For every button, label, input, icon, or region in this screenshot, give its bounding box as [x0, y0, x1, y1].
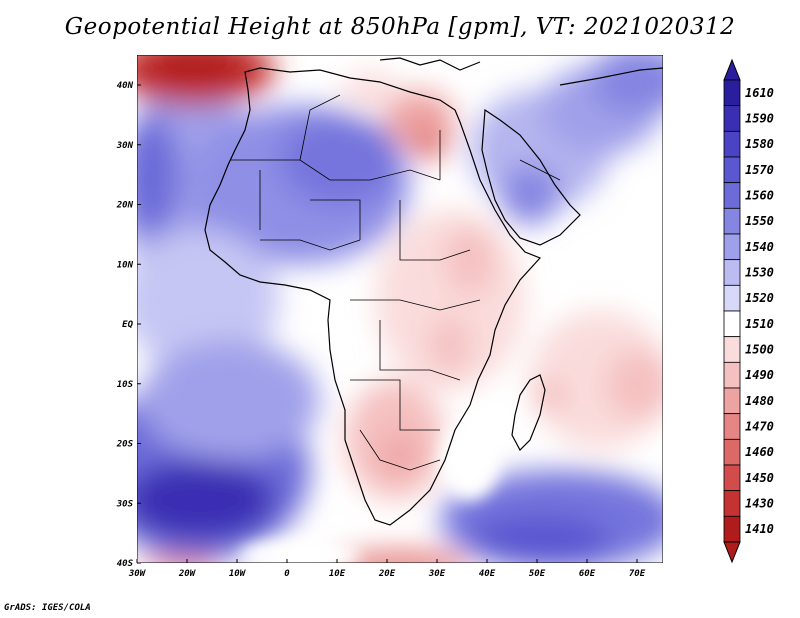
lon-label: 30W [128, 569, 147, 579]
lon-label: 40E [479, 569, 496, 579]
lon-label: 10E [329, 569, 346, 579]
colorbar-swatch [723, 310, 741, 338]
madagascar-coastline [511, 374, 546, 451]
lon-label: 70E [629, 569, 646, 579]
lat-label: 20S [116, 440, 134, 450]
colorbar-label: 1610 [745, 86, 774, 100]
colorbar-swatch [723, 387, 741, 415]
colorbar-top-arrow [723, 58, 741, 81]
colorbar-swatch [723, 515, 741, 543]
colorbar-label: 1510 [745, 317, 774, 331]
country-borders [230, 94, 561, 471]
lat-label: 10N [117, 260, 134, 270]
lon-label: 30E [428, 569, 446, 579]
lon-label: 20W [178, 569, 197, 579]
lat-label: 30N [116, 141, 134, 151]
colorbar-swatch [723, 464, 741, 492]
colorbar-swatch [723, 130, 741, 158]
latitude-labels: 40N 30N 20N 10N EQ 10S 20S 30S 40S [116, 81, 141, 569]
asia-coastline [559, 67, 663, 86]
colorbar-swatch [723, 413, 741, 440]
colorbar-swatch [723, 284, 741, 312]
lat-label: 20N [116, 201, 134, 211]
arabia-coastline [481, 108, 581, 246]
colorbar-label: 1490 [745, 368, 774, 382]
colorbar-swatch [723, 182, 741, 209]
colorbar-label: 1480 [745, 394, 774, 408]
colorbar-label: 1410 [745, 522, 774, 536]
colorbar-label: 1520 [745, 291, 774, 305]
colorbar-label: 1580 [745, 137, 774, 151]
map-title: Geopotential Height at 850hPa [gpm], VT:… [64, 14, 736, 40]
lat-label: EQ [122, 320, 133, 330]
lat-label: 10S [117, 380, 134, 390]
colorbar-label: 1450 [745, 471, 774, 485]
colorbar: 1610 1590 1580 1570 1560 1550 1540 1530 1520 1510… [723, 58, 774, 564]
colorbar-swatch [723, 105, 741, 132]
colorbar-swatch [723, 79, 741, 107]
colorbar-label: 1460 [745, 445, 774, 459]
lat-label: 30S [116, 499, 134, 509]
southern-ocean-low [330, 550, 470, 563]
lon-label: 10W [229, 569, 247, 579]
lon-label: 20E [378, 569, 396, 579]
longitude-labels: 30W 20W 10W 0 10E 20E 30E 40E 50E 60E 70E [128, 559, 646, 579]
colorbar-label: 1500 [745, 343, 774, 357]
lon-label: 60E [579, 569, 596, 579]
colorbar-swatch [723, 259, 741, 286]
colorbar-swatch [723, 490, 741, 517]
grads-credit: GrADS: IGES/COLA [4, 603, 91, 613]
colorbar-label: 1550 [745, 214, 774, 228]
colorbar-swatch [723, 207, 741, 235]
lat-label: 40S [117, 559, 134, 569]
colorbar-swatch [723, 156, 741, 184]
colorbar-label: 1530 [745, 266, 774, 280]
colorbar-swatch [723, 361, 741, 389]
geopotential-field [137, 55, 663, 563]
colorbar-label: 1470 [745, 420, 774, 434]
colorbar-label: 1590 [745, 112, 774, 126]
colorbar-label: 1560 [745, 189, 774, 203]
colorbar-label: 1540 [745, 240, 774, 254]
colorbar-label: 1570 [745, 163, 774, 177]
coastlines [204, 57, 663, 526]
colorbar-swatch [723, 336, 741, 363]
colorbar-swatch [723, 438, 741, 466]
africa-coastline [204, 67, 542, 526]
colorbar-label: 1430 [745, 497, 774, 511]
lon-label: 50E [529, 569, 546, 579]
lon-label: 0 [284, 569, 290, 579]
lat-label: 40N [117, 81, 134, 91]
europe-coastline [379, 57, 481, 71]
colorbar-bottom-arrow [723, 541, 741, 564]
colorbar-swatch [723, 233, 741, 261]
